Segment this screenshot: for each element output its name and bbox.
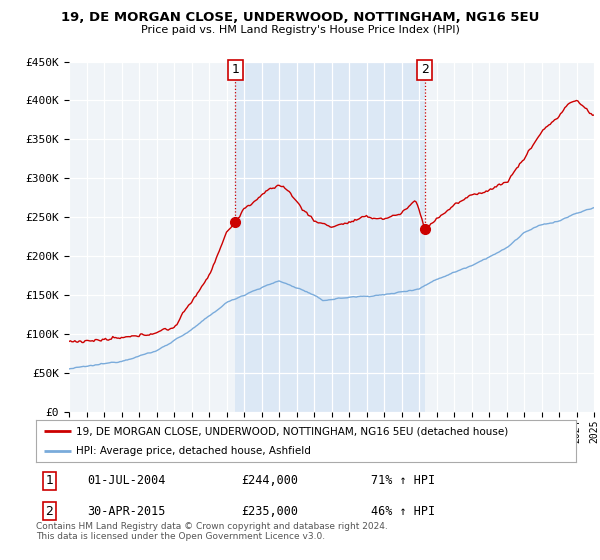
Text: £235,000: £235,000 <box>241 505 298 517</box>
Text: 1: 1 <box>46 474 53 487</box>
Bar <box>235 62 425 412</box>
Text: 71% ↑ HPI: 71% ↑ HPI <box>371 474 435 487</box>
Text: HPI: Average price, detached house, Ashfield: HPI: Average price, detached house, Ashf… <box>77 446 311 456</box>
Text: Contains HM Land Registry data © Crown copyright and database right 2024.
This d: Contains HM Land Registry data © Crown c… <box>36 522 388 542</box>
Text: 2: 2 <box>421 63 429 76</box>
Text: 30-APR-2015: 30-APR-2015 <box>88 505 166 517</box>
Text: 2: 2 <box>46 505 53 517</box>
Text: Price paid vs. HM Land Registry's House Price Index (HPI): Price paid vs. HM Land Registry's House … <box>140 25 460 35</box>
Text: 19, DE MORGAN CLOSE, UNDERWOOD, NOTTINGHAM, NG16 5EU (detached house): 19, DE MORGAN CLOSE, UNDERWOOD, NOTTINGH… <box>77 426 509 436</box>
Text: £244,000: £244,000 <box>241 474 298 487</box>
Text: 1: 1 <box>232 63 239 76</box>
Text: 01-JUL-2004: 01-JUL-2004 <box>88 474 166 487</box>
Text: 46% ↑ HPI: 46% ↑ HPI <box>371 505 435 517</box>
Text: 19, DE MORGAN CLOSE, UNDERWOOD, NOTTINGHAM, NG16 5EU: 19, DE MORGAN CLOSE, UNDERWOOD, NOTTINGH… <box>61 11 539 24</box>
